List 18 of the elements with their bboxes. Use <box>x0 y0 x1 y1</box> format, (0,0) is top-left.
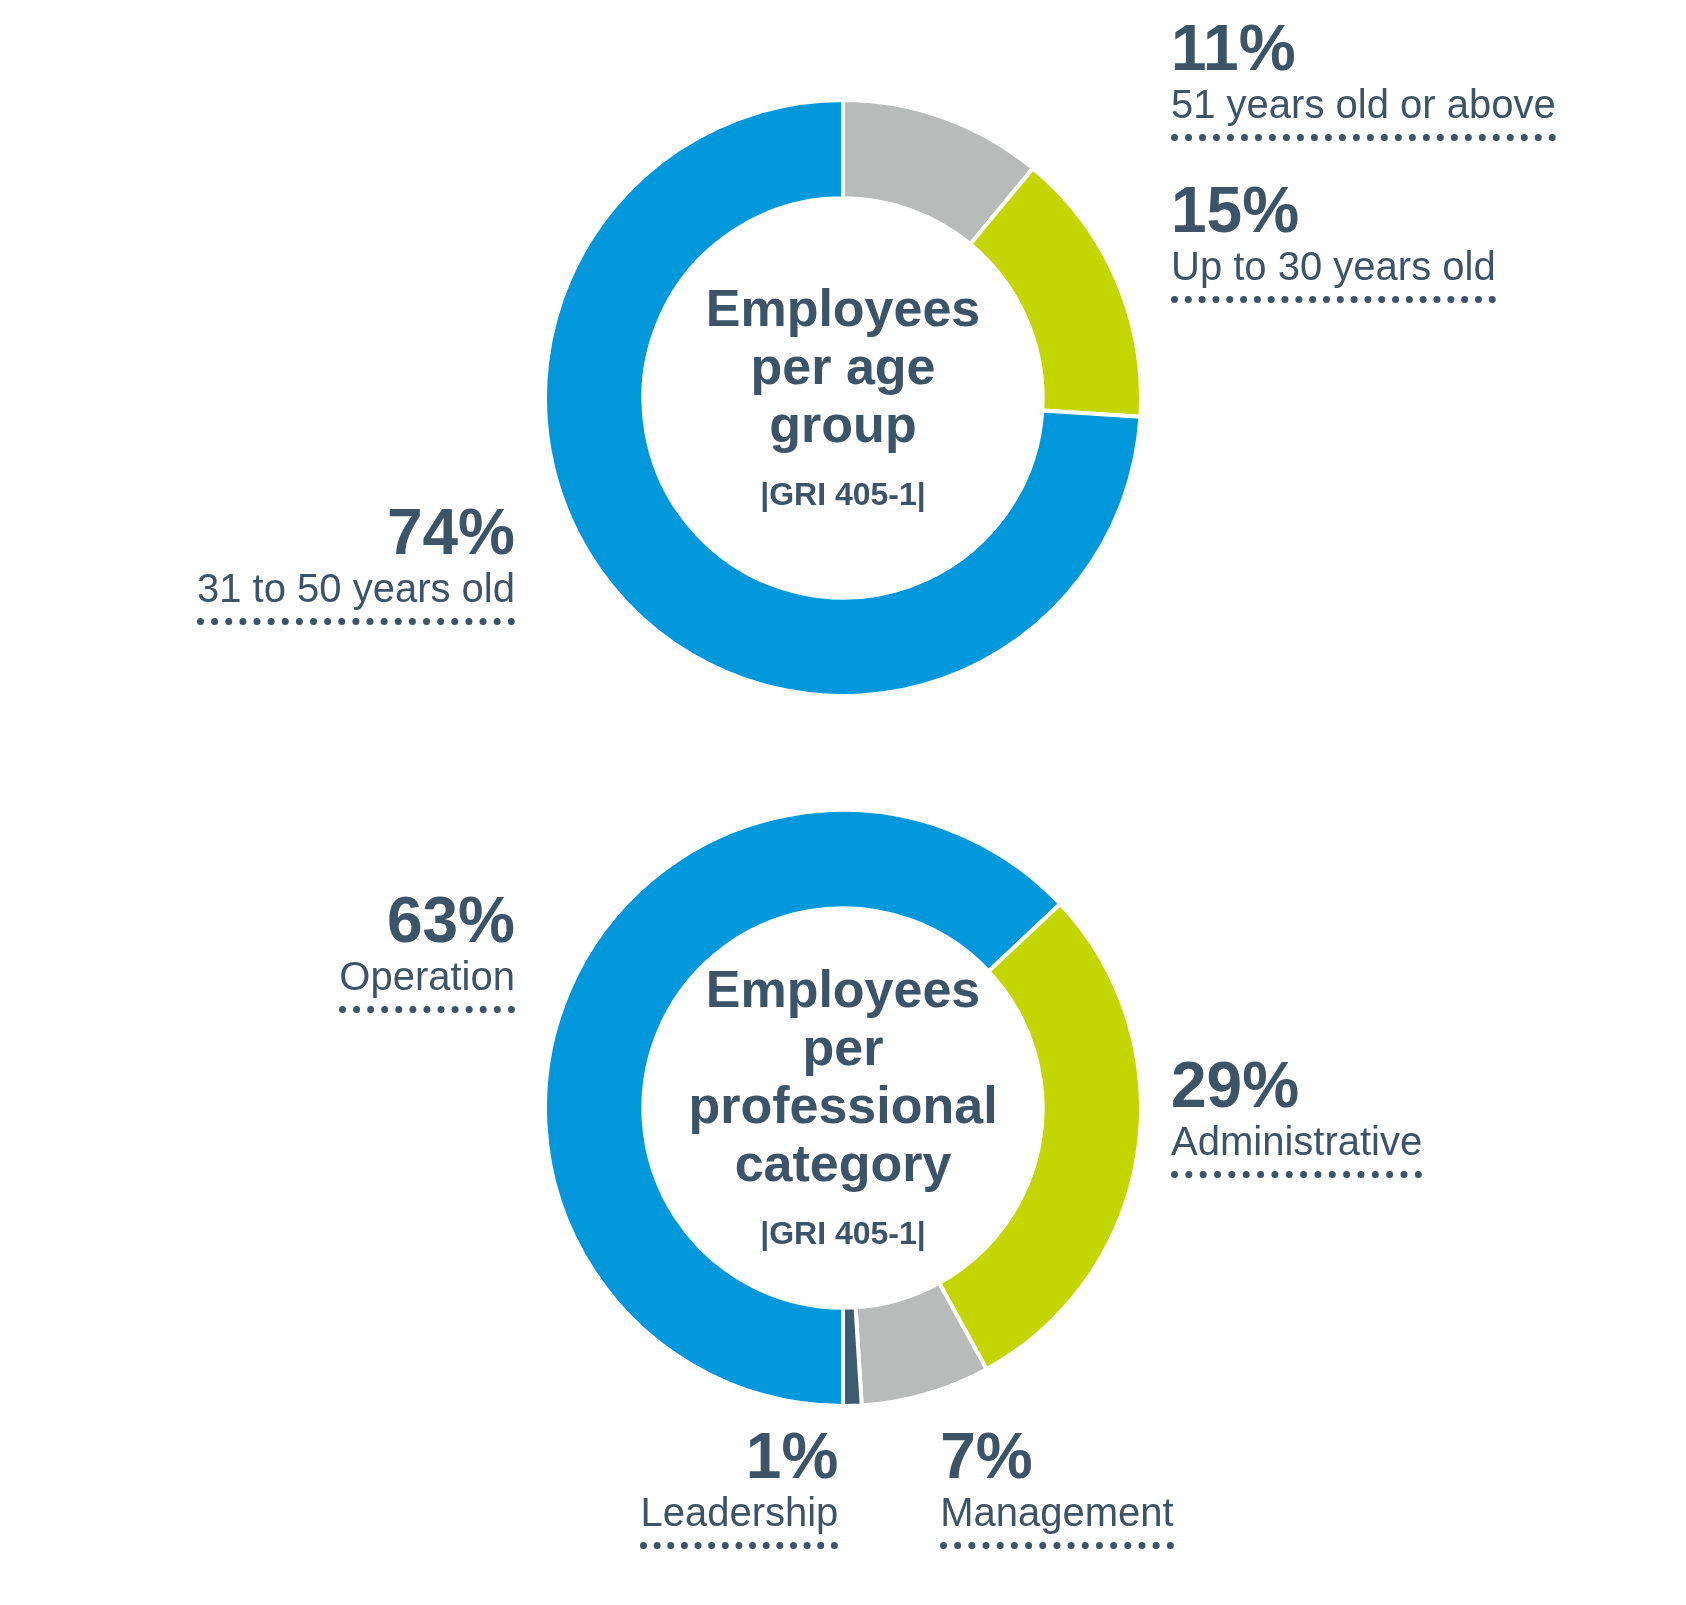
data-label: 7% <box>940 1420 1033 1492</box>
slice-label: 51 years old or above <box>1171 81 1556 126</box>
text: |GRI 405-1| <box>760 1214 926 1251</box>
text: Employees per age group <box>705 279 981 454</box>
text: Employees per professional category <box>688 960 998 1193</box>
slice-label: Management <box>940 1490 1174 1534</box>
slice-label: Operation <box>339 953 515 998</box>
data-label: 29% <box>1171 1048 1300 1121</box>
slice-label: 31 to 50 years old <box>197 566 515 610</box>
data-label: 74% <box>386 496 515 568</box>
slice-label: Up to 30 years old <box>1171 243 1496 288</box>
slice-label: Administrative <box>1171 1118 1423 1163</box>
text: |GRI 405-1| <box>760 475 926 512</box>
data-label: 15% <box>1171 173 1300 246</box>
data-label: 1% <box>745 1420 839 1492</box>
data-label: 11% <box>1171 11 1296 84</box>
data-label: 63% <box>386 883 515 956</box>
slice-label: Leadership <box>640 1490 839 1534</box>
